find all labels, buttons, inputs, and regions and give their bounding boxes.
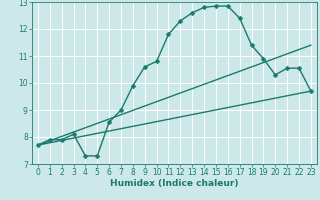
X-axis label: Humidex (Indice chaleur): Humidex (Indice chaleur) <box>110 179 239 188</box>
